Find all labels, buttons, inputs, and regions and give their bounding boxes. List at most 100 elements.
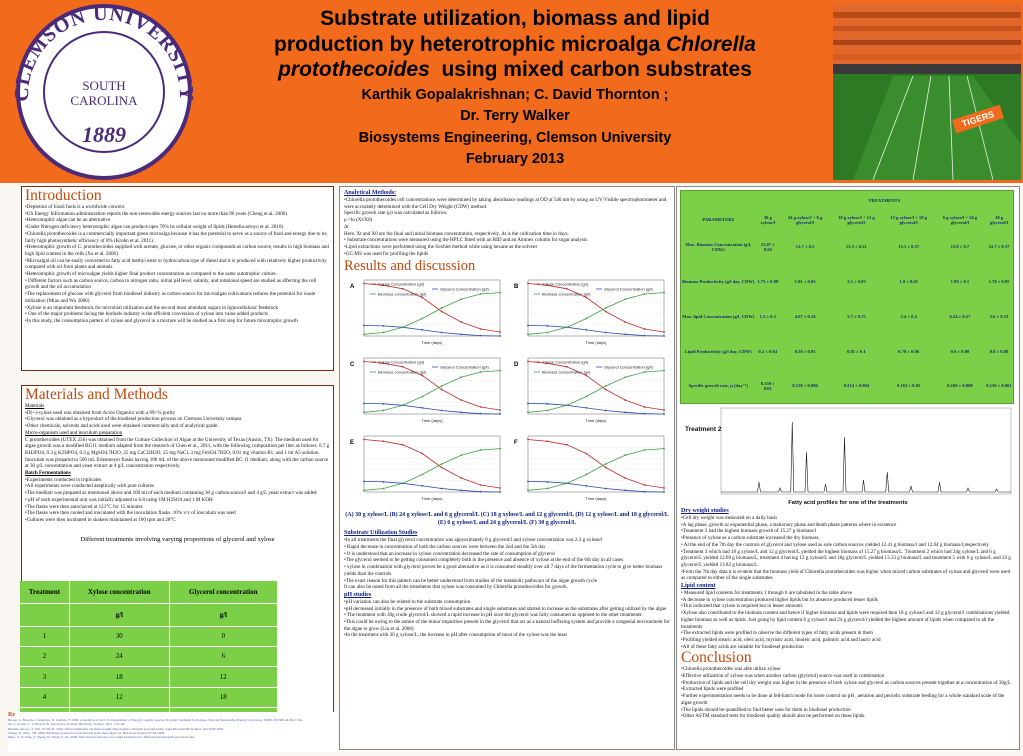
series-point [624, 489, 627, 492]
batch-bullet: • pH of each experimental unit was initi… [25, 496, 213, 503]
series-point [479, 484, 482, 487]
chromatogram-trace [721, 421, 1011, 493]
table-cell: 3 [20, 666, 70, 688]
treatments-cell: 12.7 ± 0.37 [988, 244, 1010, 250]
treatments-cell: 1.3 ± 0.3 [759, 313, 776, 319]
title-line-1: Substrate utilization, biomass and lipid [320, 7, 710, 30]
series-point [499, 491, 501, 494]
micro-heading: Micro-organism used and inoculum prepara… [25, 429, 123, 436]
series-point [440, 463, 443, 466]
series-point [401, 482, 404, 485]
series-point [663, 370, 665, 372]
methods-title: Materials and Methods [25, 386, 168, 403]
series-point [565, 366, 568, 368]
series-point [363, 489, 365, 492]
treatments-cell: Lipid Productivity (g/l day, CDW) [684, 348, 752, 354]
series-point [479, 491, 482, 493]
treatments-cell: 15.3 ± 0.21 [845, 244, 867, 250]
series-point [499, 331, 501, 334]
treatments-cell: 6.24 ± 0.57 [949, 313, 971, 319]
table-cell: 4 [20, 687, 70, 709]
materials-bullet: •Other chemicals, solvents and acids use… [25, 423, 219, 430]
clemson-seal-logo: CLEMSON UNIVERSITY SOUTH CAROLINA 1889 [11, 4, 196, 180]
treatments-cell: 0.58 ± 0.05 [794, 348, 816, 354]
series-point [604, 385, 607, 388]
analytical-line: • Substrate concentrations were measured… [344, 237, 588, 244]
series-line [527, 481, 665, 493]
conclusion-bullet: •Further experimentation needs to be don… [681, 693, 1005, 706]
treatments-title-row: TREATMENTS [681, 191, 1014, 210]
subchart-A: A Time (days) Xylose Concentration (g/l) Gl… [350, 280, 501, 345]
series-point [499, 335, 501, 338]
series-point [499, 448, 501, 450]
subchart-id: C [350, 362, 355, 368]
table-cell: Glycerol concentration [169, 581, 279, 605]
series-point [401, 366, 404, 368]
legend-label: Biomass concentration (g/l) [378, 292, 427, 297]
poster-header: CLEMSON UNIVERSITY SOUTH CAROLINA 1889 S… [0, 0, 1023, 183]
conclusion-bullet: •The lipids should be quantified to find… [681, 706, 851, 713]
table-cell: 12 [169, 666, 279, 688]
series-point [382, 487, 385, 490]
logo-middle1: SOUTH [82, 78, 125, 93]
series-point [546, 284, 549, 287]
series-point [460, 333, 463, 336]
charts-caption: (A) 30 g xylose/L (B) 24 g xylose/L and … [345, 512, 669, 526]
treatments-cell: 0.9 ± 0.08 [950, 348, 970, 354]
series-point [382, 331, 385, 334]
series-point [663, 487, 665, 490]
intro-bullet: •Chlorella protothecoides is a commercia… [25, 230, 327, 244]
series-point [663, 292, 665, 294]
treatments-cell: 24 g xylose/l + 6 g glycerol/l [787, 214, 823, 225]
treatments-cell: PARAMETERS [702, 217, 735, 223]
series-point [585, 374, 588, 377]
series-point [527, 282, 529, 285]
lipid-bullet: •The extracted lipids were profiled to o… [681, 630, 873, 637]
series-line [363, 283, 501, 333]
intro-bullet: •Under Nitrogen deficiency heterotrophic… [25, 224, 284, 231]
introduction-title: Introduction [25, 187, 102, 204]
micro-text: C protothecoides (UTEX 256) was obtained… [25, 436, 330, 470]
authors-line-1: Karthik Gopalakrishnan; C. David Thornto… [361, 86, 669, 103]
reference-line: Miao, X. D. Ping, Z. Sheng, W. Wang, Z. … [8, 735, 196, 740]
series-point [643, 371, 646, 374]
series-point [604, 409, 607, 412]
ph-bullet: •This could be owing to the nature of th… [344, 619, 670, 632]
series-point [624, 411, 627, 414]
x-axis-label: Time (days) [586, 340, 608, 345]
treatments-header-row: PARAMETERS 30 g xylose/l 24 g xylose/l + 6… [681, 210, 1014, 229]
table-cell: Xylose concentration [69, 581, 170, 605]
series-point [460, 298, 463, 301]
series-point [527, 438, 529, 441]
series-point [363, 411, 365, 414]
legend-label: Biomass concentration (g/l) [542, 292, 591, 297]
series-point [604, 463, 607, 466]
series-point [604, 310, 607, 313]
series-line [363, 481, 501, 493]
treatments-cell: 0.78 ± 0.06 [898, 348, 920, 354]
subchart-id: E [350, 440, 354, 446]
series-point [546, 403, 549, 406]
ph-bullet: •pH variation can also be related to the… [344, 598, 471, 605]
series-point [363, 402, 365, 405]
series-point [421, 407, 424, 410]
analytical-line: μ =ln (Xt/X0) [344, 217, 373, 224]
treatments-cell: 0.169 ± 0.008 [947, 383, 973, 389]
analytical-line: Δt [344, 223, 349, 230]
series-line [363, 439, 501, 489]
intro-bullet: •US Energy Information administration re… [25, 210, 288, 217]
substrate-heading: Substrate Utilization Studies [344, 530, 418, 537]
table-cell: g/l [169, 603, 279, 627]
table-row: 1 30 0 [20, 626, 279, 647]
plot-area [363, 436, 501, 493]
substrate-bullet: •The exact reason for this pattern can b… [344, 577, 597, 584]
series-point [604, 331, 607, 334]
intro-bullet: •Heterotrophic growth of C. protothecoid… [25, 244, 329, 257]
legend-label: Biomass concentration (g/l) [378, 370, 427, 375]
lipid-list: • Measured lipid contents for treatments… [681, 590, 1015, 650]
series-point [479, 413, 482, 415]
title-block: Substrate utilization, biomass and lipid… [210, 6, 820, 171]
dry-weight-bullet: • At the end of the 7th day the controls… [681, 541, 990, 548]
series-point [401, 288, 404, 290]
series-point [460, 376, 463, 379]
